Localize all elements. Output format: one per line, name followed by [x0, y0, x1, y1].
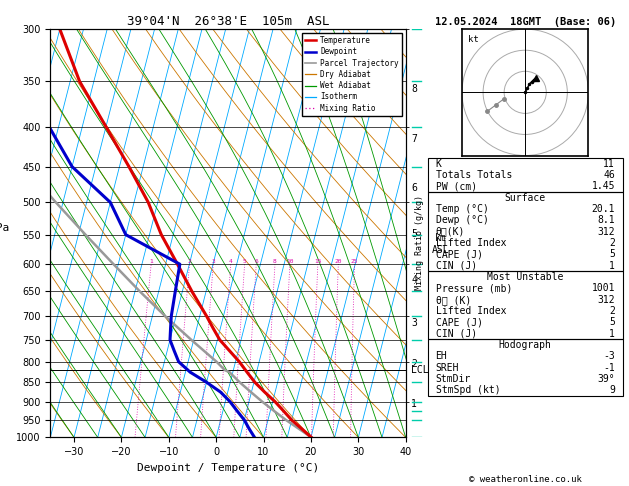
Text: 8: 8: [411, 84, 417, 94]
Text: Dewp (°C): Dewp (°C): [435, 215, 488, 226]
Text: LCL: LCL: [411, 365, 429, 375]
Text: Totals Totals: Totals Totals: [435, 170, 512, 180]
Text: 3: 3: [411, 318, 417, 328]
Text: 8: 8: [273, 259, 277, 264]
Text: 6: 6: [411, 183, 417, 193]
Text: 10: 10: [286, 259, 294, 264]
Text: -3: -3: [603, 351, 615, 362]
Text: 312: 312: [598, 226, 615, 237]
Text: 1001: 1001: [591, 283, 615, 294]
Text: SREH: SREH: [435, 363, 459, 373]
Text: 11: 11: [603, 158, 615, 169]
Text: 4: 4: [229, 259, 233, 264]
Text: θᴄ (K): θᴄ (K): [435, 295, 470, 305]
Text: 20: 20: [335, 259, 342, 264]
Bar: [428, 192, 623, 271]
Text: 5: 5: [609, 317, 615, 328]
Text: 25: 25: [351, 259, 359, 264]
Text: 312: 312: [598, 295, 615, 305]
Text: 39°: 39°: [598, 374, 615, 384]
Text: Surface: Surface: [504, 192, 546, 203]
Bar: [428, 158, 623, 192]
Text: K: K: [435, 158, 442, 169]
Text: kt: kt: [469, 35, 479, 44]
Text: -1: -1: [603, 363, 615, 373]
Text: 1: 1: [609, 329, 615, 339]
Text: Temp (°C): Temp (°C): [435, 204, 488, 214]
Text: 5: 5: [609, 249, 615, 260]
Text: Lifted Index: Lifted Index: [435, 306, 506, 316]
Text: 6: 6: [254, 259, 258, 264]
Text: CIN (J): CIN (J): [435, 329, 477, 339]
Text: 1: 1: [149, 259, 153, 264]
Text: 20.1: 20.1: [591, 204, 615, 214]
Text: CIN (J): CIN (J): [435, 260, 477, 271]
Text: StmSpd (kt): StmSpd (kt): [435, 385, 500, 396]
Text: 1.45: 1.45: [591, 181, 615, 191]
Text: θᴄ(K): θᴄ(K): [435, 226, 465, 237]
Text: Pressure (mb): Pressure (mb): [435, 283, 512, 294]
Text: Mixing Ratio (g/kg): Mixing Ratio (g/kg): [415, 195, 424, 291]
Text: StmDir: StmDir: [435, 374, 470, 384]
Text: 4: 4: [411, 275, 417, 285]
Text: 1: 1: [411, 399, 417, 409]
Text: EH: EH: [435, 351, 447, 362]
Text: Lifted Index: Lifted Index: [435, 238, 506, 248]
Text: 9: 9: [609, 385, 615, 396]
X-axis label: Dewpoint / Temperature (°C): Dewpoint / Temperature (°C): [137, 463, 319, 473]
Text: 5: 5: [411, 229, 417, 239]
Text: Hodograph: Hodograph: [499, 340, 552, 350]
Text: © weatheronline.co.uk: © weatheronline.co.uk: [469, 474, 582, 484]
Text: 2: 2: [609, 238, 615, 248]
Bar: [428, 339, 623, 396]
Text: 2: 2: [609, 306, 615, 316]
Text: Most Unstable: Most Unstable: [487, 272, 564, 282]
Text: CAPE (J): CAPE (J): [435, 249, 482, 260]
Y-axis label: km
ASL: km ASL: [432, 233, 450, 255]
Text: 15: 15: [314, 259, 321, 264]
Text: 2: 2: [187, 259, 191, 264]
Y-axis label: hPa: hPa: [0, 223, 9, 233]
Text: 3: 3: [211, 259, 215, 264]
Text: 46: 46: [603, 170, 615, 180]
Text: PW (cm): PW (cm): [435, 181, 477, 191]
Text: 7: 7: [411, 134, 417, 144]
Title: 39°04'N  26°38'E  105m  ASL: 39°04'N 26°38'E 105m ASL: [127, 15, 329, 28]
Text: 2: 2: [411, 359, 417, 369]
Bar: [428, 271, 623, 339]
Text: 12.05.2024  18GMT  (Base: 06): 12.05.2024 18GMT (Base: 06): [435, 17, 616, 27]
Legend: Temperature, Dewpoint, Parcel Trajectory, Dry Adiabat, Wet Adiabat, Isotherm, Mi: Temperature, Dewpoint, Parcel Trajectory…: [302, 33, 402, 116]
Text: CAPE (J): CAPE (J): [435, 317, 482, 328]
Text: 8.1: 8.1: [598, 215, 615, 226]
Text: 1: 1: [609, 260, 615, 271]
Text: 5: 5: [243, 259, 247, 264]
